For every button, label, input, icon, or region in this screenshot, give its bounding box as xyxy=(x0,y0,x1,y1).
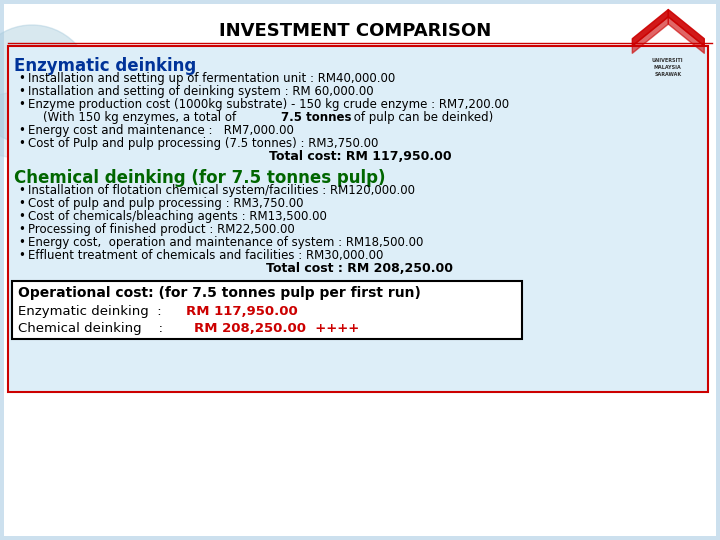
Text: •: • xyxy=(18,98,25,111)
Text: Enzymatic deinking: Enzymatic deinking xyxy=(14,57,197,75)
Text: Total cost: RM 117,950.00: Total cost: RM 117,950.00 xyxy=(269,150,451,163)
Text: 7.5 tonnes: 7.5 tonnes xyxy=(282,111,352,124)
Text: INVESTMENT COMPARISON: INVESTMENT COMPARISON xyxy=(219,22,491,40)
Text: Cost of Pulp and pulp processing (7.5 tonnes) : RM3,750.00: Cost of Pulp and pulp processing (7.5 to… xyxy=(28,137,379,150)
Text: •: • xyxy=(18,85,25,98)
Text: Cost of pulp and pulp processing : RM3,750.00: Cost of pulp and pulp processing : RM3,7… xyxy=(28,197,304,210)
Text: •: • xyxy=(18,197,25,210)
Text: •: • xyxy=(18,249,25,262)
Text: •: • xyxy=(18,210,25,223)
FancyBboxPatch shape xyxy=(8,46,708,392)
Text: RM 208,250.00  ++++: RM 208,250.00 ++++ xyxy=(194,322,359,335)
Text: •: • xyxy=(18,137,25,150)
Text: Chemical deinking    :: Chemical deinking : xyxy=(18,322,167,335)
Text: Energy cost and maintenance :   RM7,000.00: Energy cost and maintenance : RM7,000.00 xyxy=(28,124,294,137)
Text: Enzyme production cost (1000kg substrate) - 150 kg crude enzyme : RM7,200.00: Enzyme production cost (1000kg substrate… xyxy=(28,98,509,111)
Text: Installation and setting of deinking system : RM 60,000.00: Installation and setting of deinking sys… xyxy=(28,85,374,98)
Text: Effluent treatment of chemicals and facilities : RM30,000.00: Effluent treatment of chemicals and faci… xyxy=(28,249,383,262)
Text: Total cost : RM 208,250.00: Total cost : RM 208,250.00 xyxy=(266,262,454,275)
Text: of pulp can be deinked): of pulp can be deinked) xyxy=(350,111,493,124)
Circle shape xyxy=(0,93,42,157)
Text: UNIVERSITI: UNIVERSITI xyxy=(652,58,683,63)
Text: •: • xyxy=(18,72,25,85)
Text: (With 150 kg enzymes, a total of: (With 150 kg enzymes, a total of xyxy=(28,111,240,124)
Text: RM 117,950.00: RM 117,950.00 xyxy=(186,305,298,318)
FancyBboxPatch shape xyxy=(4,4,716,536)
Text: Chemical deinking (for 7.5 tonnes pulp): Chemical deinking (for 7.5 tonnes pulp) xyxy=(14,169,385,187)
Text: Cost of chemicals/bleaching agents : RM13,500.00: Cost of chemicals/bleaching agents : RM1… xyxy=(28,210,327,223)
Text: •: • xyxy=(18,223,25,236)
Text: SARAWAK: SARAWAK xyxy=(654,72,681,77)
Text: Installation and setting up of fermentation unit : RM40,000.00: Installation and setting up of fermentat… xyxy=(28,72,395,85)
Text: Enzymatic deinking  :: Enzymatic deinking : xyxy=(18,305,166,318)
Circle shape xyxy=(0,25,92,145)
Text: Operational cost: (for 7.5 tonnes pulp per first run): Operational cost: (for 7.5 tonnes pulp p… xyxy=(18,286,421,300)
Text: Energy cost,  operation and maintenance of system : RM18,500.00: Energy cost, operation and maintenance o… xyxy=(28,236,423,249)
Text: •: • xyxy=(18,124,25,137)
Text: •: • xyxy=(18,236,25,249)
Text: Processing of finished product : RM22,500.00: Processing of finished product : RM22,50… xyxy=(28,223,294,236)
Text: MALAYSIA: MALAYSIA xyxy=(654,65,682,70)
Text: •: • xyxy=(18,184,25,197)
Text: Installation of flotation chemical system/facilities : RM120,000.00: Installation of flotation chemical syste… xyxy=(28,184,415,197)
FancyBboxPatch shape xyxy=(12,281,522,339)
